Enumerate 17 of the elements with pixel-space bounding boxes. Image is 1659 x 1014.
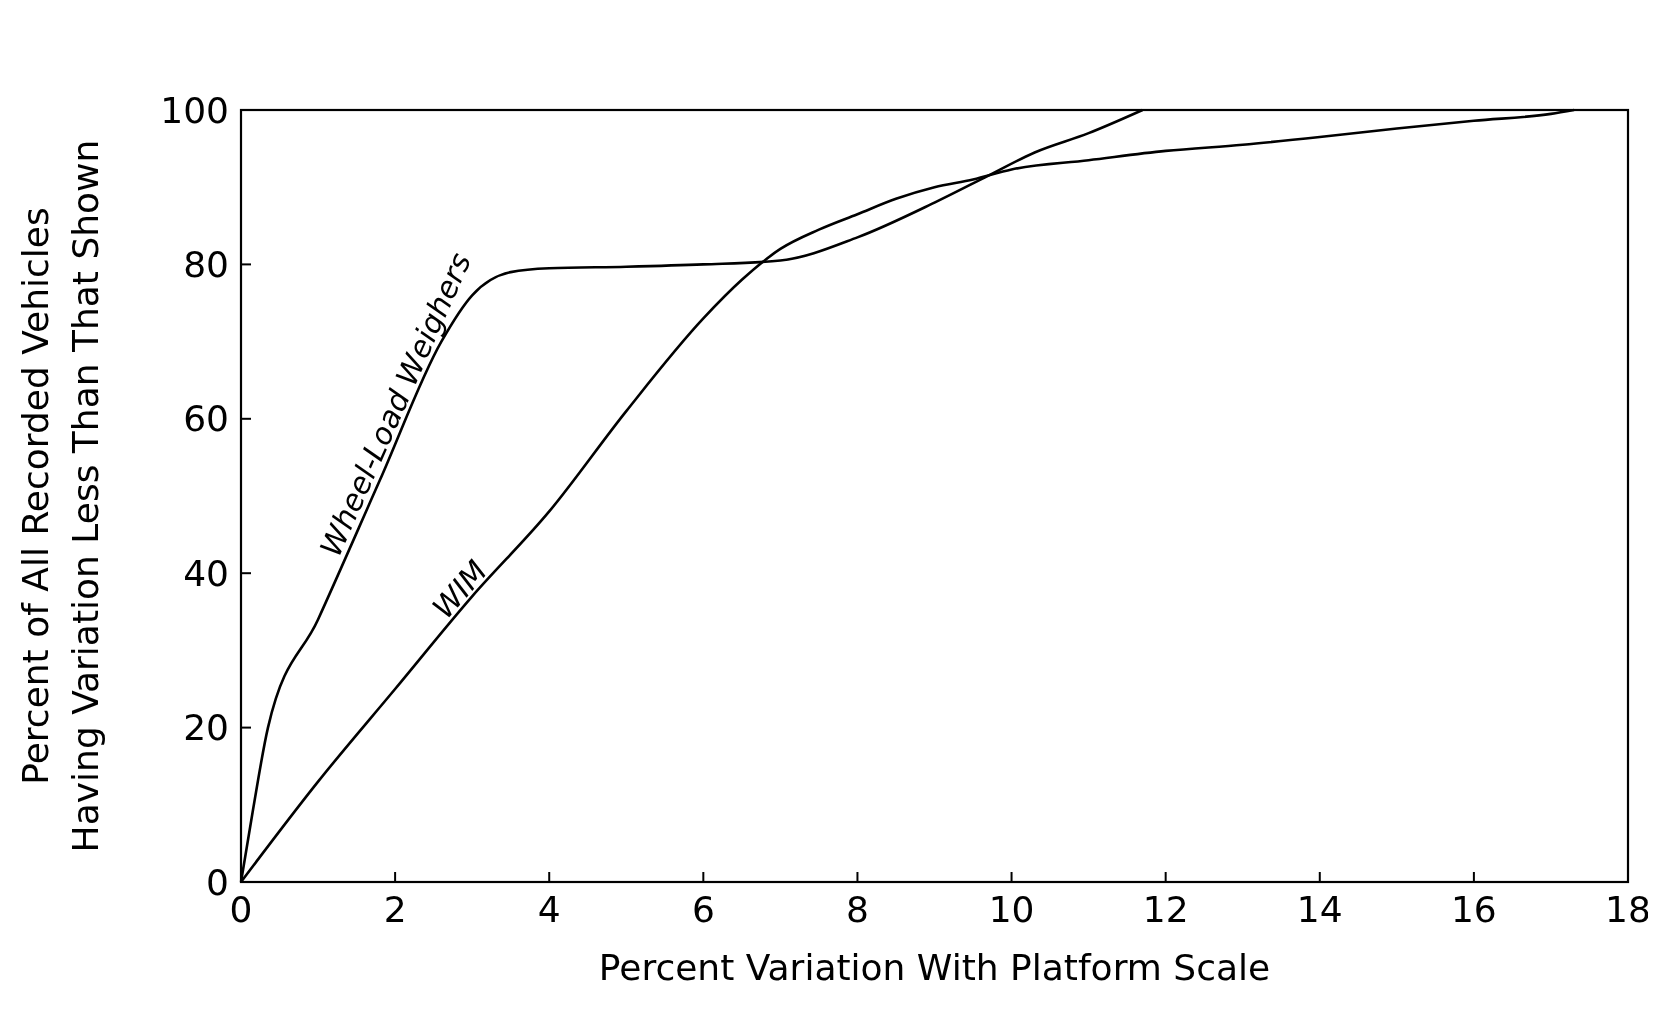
y-tick-label: 100 — [160, 89, 229, 131]
x-tick-label: 4 — [537, 889, 561, 930]
x-tick-label: 10 — [988, 889, 1035, 930]
x-tick-label: 2 — [383, 889, 407, 930]
x-tick-label: 14 — [1296, 889, 1343, 930]
y-tick-label: 80 — [183, 244, 229, 285]
y-tick-label: 0 — [206, 861, 229, 903]
y-tick-label: 60 — [183, 398, 229, 440]
y-tick-label: 20 — [183, 707, 229, 749]
x-tick-label: 6 — [691, 889, 715, 930]
x-tick-label: 18 — [1605, 889, 1651, 930]
x-tick-label: 12 — [1142, 889, 1189, 930]
x-tick-label: 16 — [1450, 889, 1497, 930]
y-tick-label: 40 — [183, 552, 229, 594]
x-axis-title: Percent Variation With Platform Scale — [598, 947, 1271, 988]
y-axis-title: Percent of All Recorded Vehicles Having Variation Less Than That Shown — [15, 139, 106, 853]
x-tick-label: 8 — [845, 889, 869, 930]
